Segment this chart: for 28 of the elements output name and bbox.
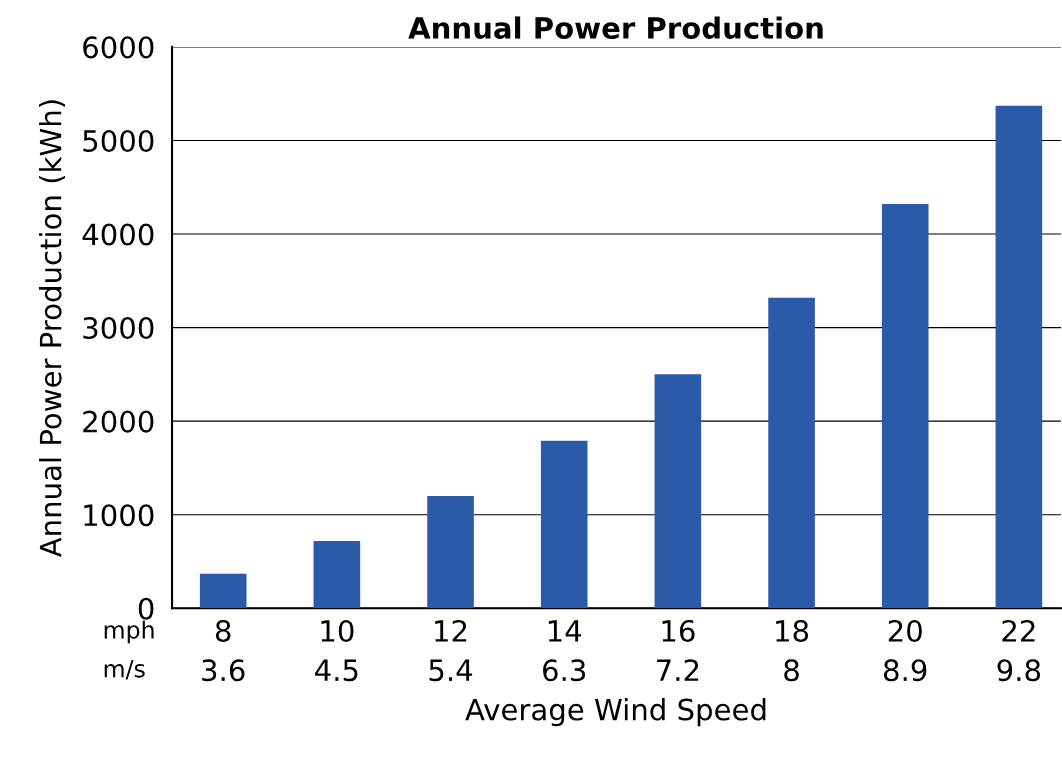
bar <box>881 204 929 609</box>
bar <box>427 496 474 609</box>
y-tick-label: 1000 <box>84 504 154 527</box>
chart-title: Annual Power Production <box>408 16 823 39</box>
bar <box>995 105 1043 609</box>
bar <box>313 540 361 609</box>
y-tick-label: 3000 <box>83 317 154 340</box>
x-tick-label: 12 5.4 <box>429 619 473 682</box>
x-tick-label: 18 8 <box>776 619 809 682</box>
bar <box>654 374 702 609</box>
x-tick-label: 8 3.6 <box>202 619 245 682</box>
y-tick-label: 2000 <box>83 410 154 433</box>
y-tick-label: 4000 <box>82 223 154 246</box>
bar <box>768 297 815 609</box>
x-tick-label: 10 4.5 <box>315 619 358 682</box>
x-tick-label: 16 7.2 <box>657 619 699 681</box>
y-axis-title: Annual Power Production (kWh) <box>39 100 66 558</box>
x-axis-title: Average Wind Speed <box>465 698 766 727</box>
y-tick-label: 0 <box>138 597 154 620</box>
x-tick-label: 22 9.8 <box>997 619 1041 682</box>
x-tick-label: 20 8.9 <box>884 619 927 682</box>
bar <box>540 440 588 609</box>
text: m/s <box>104 660 145 680</box>
bar <box>199 573 247 609</box>
x-tick-label: 14 6.3 <box>543 620 586 682</box>
y-tick-label: 6000 <box>83 36 154 59</box>
y-tick-label: 5000 <box>83 129 154 152</box>
text: mph <box>104 620 154 644</box>
